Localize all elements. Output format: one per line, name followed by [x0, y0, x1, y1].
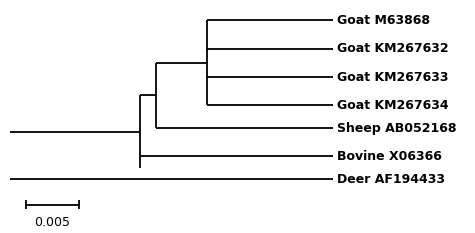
Text: Sheep AB052168: Sheep AB052168	[337, 122, 457, 135]
Text: Goat KM267634: Goat KM267634	[337, 99, 449, 112]
Text: Bovine X06366: Bovine X06366	[337, 150, 442, 163]
Text: Goat M63868: Goat M63868	[337, 14, 430, 27]
Text: Goat KM267633: Goat KM267633	[337, 71, 449, 83]
Text: 0.005: 0.005	[34, 216, 70, 229]
Text: Goat KM267632: Goat KM267632	[337, 42, 449, 55]
Text: Deer AF194433: Deer AF194433	[337, 173, 445, 186]
